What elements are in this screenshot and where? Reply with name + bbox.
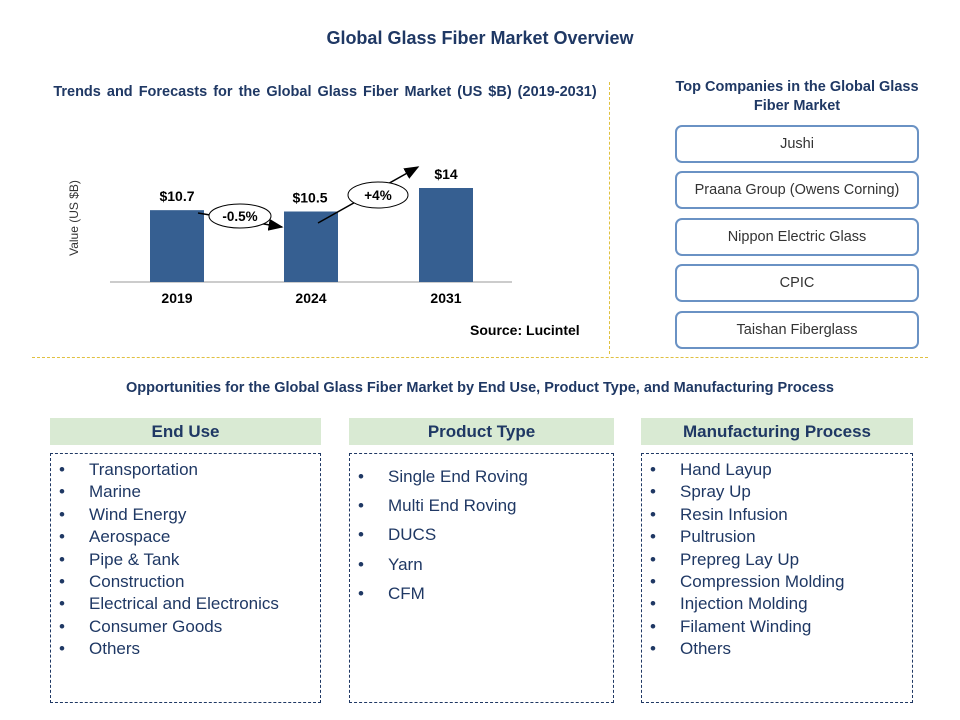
list-item: Yarn [350,550,613,579]
horizontal-divider [32,357,928,358]
product-type-list: Single End RovingMulti End RovingDUCSYar… [350,462,613,608]
end-use-list-box: TransportationMarineWind EnergyAerospace… [50,453,321,703]
list-item: Marine [51,481,320,504]
company-box-praana-group: Praana Group (Owens Corning) [675,171,919,209]
vertical-divider [609,82,610,354]
company-box-taishan-fiberglass: Taishan Fiberglass [675,311,919,349]
company-box-nippon-electric-glass: Nippon Electric Glass [675,218,919,256]
data-label-2031: $14 [434,166,458,182]
data-label-2024: $10.5 [292,190,327,206]
list-item: DUCS [350,520,613,549]
manufacturing-process-heading: Manufacturing Process [641,418,913,445]
change-bubble-2 [347,181,409,209]
list-item: Pultrusion [642,526,912,549]
change-label-2: +4% [364,188,391,203]
list-item: Consumer Goods [51,616,320,639]
y-axis-label: Value (US $B) [67,180,81,256]
company-box-jushi: Jushi [675,125,919,163]
list-item: Others [642,638,912,661]
list-item: Hand Layup [642,459,912,482]
list-item: Prepreg Lay Up [642,549,912,572]
list-item: Resin Infusion [642,504,912,527]
list-item: Electrical and Electronics [51,593,320,616]
change-label-1: -0.5% [222,209,257,224]
bars-layer: $10.7 2019 $10.5 2024 $14 2031 [150,166,473,306]
bar-2024 [284,211,338,282]
list-item: CFM [350,579,613,608]
bar-2031 [419,188,473,282]
manufacturing-process-list-box: Hand LayupSpray UpResin InfusionPultrusi… [641,453,913,703]
opportunities-title: Opportunities for the Global Glass Fiber… [126,380,834,396]
x-tick-2019: 2019 [161,290,192,306]
chart-title: Trends and Forecasts for the Global Glas… [53,84,597,100]
list-item: Spray Up [642,481,912,504]
list-item: Others [51,638,320,661]
companies-title: Top Companies in the Global Glass Fiber … [675,79,919,114]
source-note: Source: Lucintel [470,322,580,338]
list-item: Compression Molding [642,571,912,594]
product-type-heading: Product Type [349,418,614,445]
list-item: Aerospace [51,526,320,549]
x-tick-2024: 2024 [295,290,326,306]
list-item: Wind Energy [51,504,320,527]
list-item: Multi End Roving [350,491,613,520]
list-item: Transportation [51,459,320,482]
bar-chart: Value (US $B) $10.72019$10.52024$142031 … [67,166,512,306]
list-item: Construction [51,571,320,594]
end-use-heading: End Use [50,418,321,445]
bar-2019 [150,210,204,282]
list-item: Single End Roving [350,462,613,491]
x-tick-2031: 2031 [430,290,461,306]
list-item: Filament Winding [642,616,912,639]
list-item: Injection Molding [642,593,912,616]
manufacturing-process-list: Hand LayupSpray UpResin InfusionPultrusi… [642,459,912,661]
company-box-cpic: CPIC [675,264,919,302]
page-title: Global Glass Fiber Market Overview [326,28,634,48]
list-item: Pipe & Tank [51,549,320,572]
change-bubble-1 [208,203,272,229]
data-label-2019: $10.7 [159,188,194,204]
product-type-list-box: Single End RovingMulti End RovingDUCSYar… [349,453,614,703]
end-use-list: TransportationMarineWind EnergyAerospace… [51,459,320,661]
